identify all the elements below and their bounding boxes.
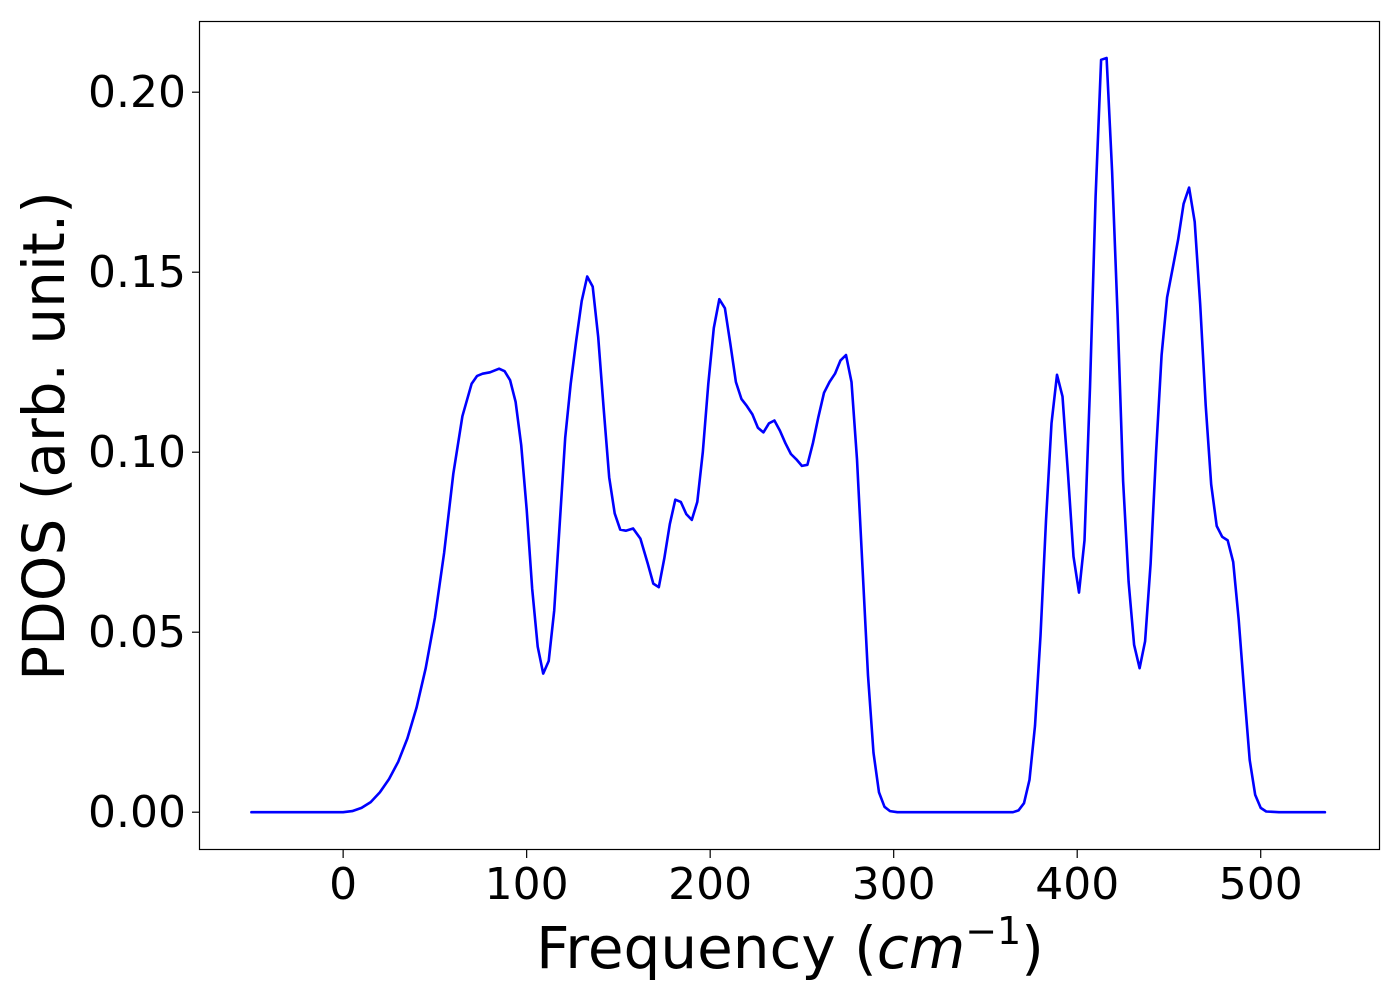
x-tick-label: 500 — [1219, 859, 1303, 910]
x-tick-label: 0 — [329, 859, 357, 910]
x-tick-label: 300 — [852, 859, 936, 910]
x-axis-label: Frequency (cm−1) — [536, 909, 1044, 982]
y-axis-ticks: 0.00 0.05 0.10 0.15 0.20 — [88, 67, 200, 838]
x-tick-label: 100 — [485, 859, 569, 910]
y-axis-label: PDOS (arb. unit.) — [10, 191, 78, 681]
x-tick-label: 200 — [668, 859, 752, 910]
series-layer — [250, 56, 1327, 814]
x-axis-ticks: 0 100 200 300 400 500 — [329, 850, 1303, 910]
plot-area-frame — [198, 20, 1381, 851]
y-tick-label: 0.20 — [88, 67, 186, 118]
y-tick-label: 0.00 — [88, 787, 186, 838]
y-tick-label: 0.15 — [88, 247, 186, 298]
x-tick-label: 400 — [1035, 859, 1119, 910]
pdos-series-line — [250, 56, 1327, 814]
y-tick-label: 0.10 — [88, 427, 186, 478]
y-tick-label: 0.05 — [88, 607, 186, 658]
